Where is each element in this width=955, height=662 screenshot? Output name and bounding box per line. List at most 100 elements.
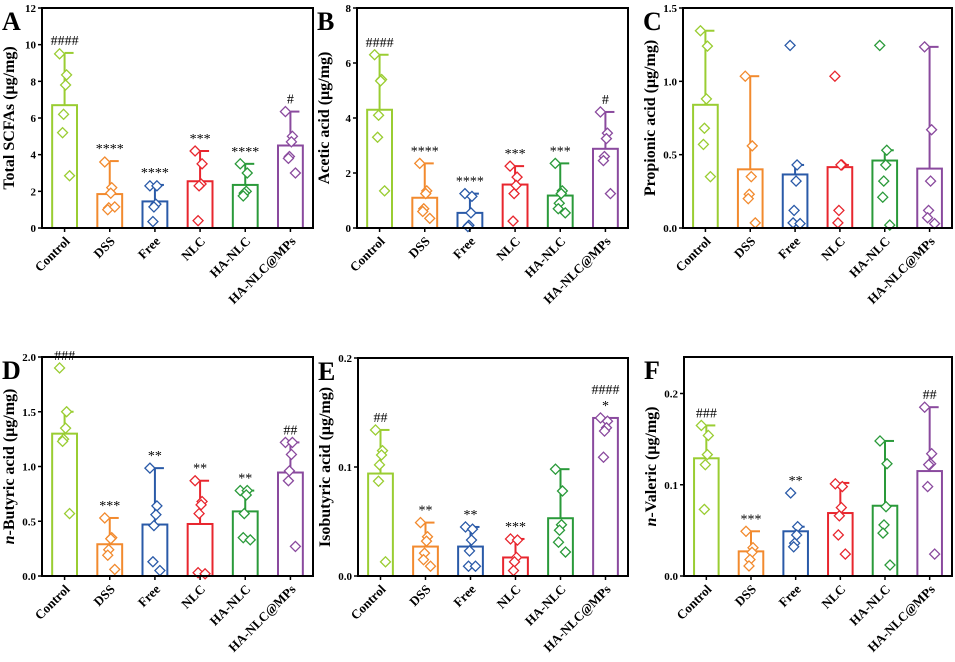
panel-e-point-1-0 (414, 516, 427, 529)
panel-e-point-5-3 (598, 425, 611, 437)
panel-d-bar-0 (51, 432, 79, 577)
panel-a-point-1-0 (98, 156, 111, 168)
panel-b-ytick-label-4: 8 (346, 3, 352, 15)
panel-b-point-3-3 (508, 187, 521, 200)
panel-a-point-4-0 (234, 157, 247, 170)
panel-d-point-5-4 (282, 474, 295, 487)
panel-f-ytick-label-0: 0.0 (664, 571, 678, 583)
panel-d-annotation-3: ** (193, 462, 207, 477)
panel-c-point-3-0 (828, 70, 841, 83)
panel-f-annotation-0: ### (696, 406, 717, 421)
panel-b-annotation-2: **** (456, 175, 484, 190)
panel-f-xlabel-0: Control (673, 581, 714, 622)
panel-d-point-0-1 (60, 405, 73, 418)
panel-a-ytick-label-1: 2 (31, 186, 37, 198)
panel-c-point-4-5 (883, 219, 896, 231)
panel-b-xlabel-1: DSS (405, 234, 432, 261)
panel-b-annotation-0: #### (366, 36, 394, 51)
panel-f-point-3-5 (839, 548, 852, 561)
panel-b-point-3-0 (504, 160, 517, 173)
panel-c-point-4-0 (873, 39, 886, 52)
panel-a-ytick-label-2: 4 (31, 150, 37, 162)
panel-e-point-0-0 (369, 424, 382, 436)
panel-e-point-5-4 (597, 451, 610, 464)
panel-a-point-4-4 (237, 189, 250, 202)
panel-f-axes-frame (683, 356, 953, 577)
panel-b-point-0-5 (378, 184, 391, 197)
panel-d-point-5-1 (286, 436, 299, 449)
panel-c-xlabel-3: NLC (818, 234, 848, 264)
panel-d-point-3-3 (193, 507, 206, 520)
panel-a-axes-frame (41, 7, 314, 229)
panel-b-ylabel: Acetic acid (μg/mg) (316, 52, 333, 185)
panel-d-point-4-2 (240, 489, 253, 501)
panel-c-point-4-3 (877, 175, 890, 187)
panel-a-point-5-0 (279, 105, 292, 118)
panel-b-point-4-5 (559, 206, 572, 219)
panel-b-point-0-0 (368, 48, 381, 61)
panel-c-point-2-1 (791, 159, 804, 171)
panel-d-xlabel-0: Control (32, 581, 73, 622)
panel-c-bar-3 (826, 166, 854, 229)
panel-e-ylabel: Isobutyric acid (μg/mg) (317, 387, 334, 547)
panel-f-point-3-3 (833, 509, 846, 522)
panel-d-bar-5 (276, 471, 304, 577)
panel-d-point-0-2 (59, 422, 72, 435)
panel-b-point-1-0 (413, 157, 426, 170)
panel-f-point-4-1 (881, 457, 893, 470)
panel-b-xlabel-4: HA-NLC (522, 234, 569, 281)
panel-d-point-5-2 (285, 448, 298, 461)
panel-c-bar-0 (692, 103, 719, 229)
panel-a-point-0-2 (59, 79, 72, 91)
panel-f-ytick-label-2: 0.2 (664, 389, 678, 401)
panel-a-ytick-label-0: 0 (31, 223, 37, 235)
panel-a-annotation-3: *** (190, 132, 211, 147)
panel-a-letter: A (2, 7, 21, 36)
panel-c-point-1-4 (742, 192, 755, 205)
panel-a-point-2-1 (150, 179, 163, 192)
panel-d-point-0-5 (63, 507, 76, 520)
panel-b-point-2-0 (458, 187, 471, 200)
panel-d-ylabel-rest: -Butyric acid (μg/mg) (1, 389, 18, 536)
panel-a-point-3-1 (196, 157, 209, 170)
panel-d-point-2-3 (147, 519, 160, 532)
panel-d-point-0-0 (53, 362, 66, 374)
panel-c-ytick-label-2: 1.0 (663, 76, 677, 88)
panel-d-point-1-4 (101, 549, 114, 562)
panel-c-point-2-3 (788, 204, 801, 217)
panel-a-xlabel-3: NLC (178, 234, 208, 264)
panel-f-xlabel-2: Free (775, 581, 803, 609)
panel-d-axes-frame (41, 356, 314, 577)
panel-d-point-2-5 (153, 564, 166, 577)
panel-a-point-0-4 (56, 126, 69, 139)
panel-c-xlabel-4: HA-NLC (846, 234, 893, 281)
panel-d-point-3-0 (189, 474, 202, 487)
panel-b-point-2-4 (461, 220, 474, 233)
panel-a-xlabel-4: HA-NLC (207, 234, 254, 281)
panel-f-point-3-2 (835, 501, 848, 514)
panel-d-point-2-2 (149, 508, 162, 521)
panel-e-annotation-5: #### (592, 383, 620, 398)
panel-f-point-2-0 (784, 487, 797, 499)
panel-c-ytick-label-3: 1.5 (663, 3, 677, 15)
panel-b-annotation-1: **** (411, 144, 439, 159)
panel-b-ytick-label-2: 4 (346, 113, 352, 125)
panel-e-xlabel-1: DSS (406, 582, 433, 609)
panel-d-ytick-label-4: 2.0 (22, 352, 36, 364)
panel-c-point-1-1 (746, 139, 759, 152)
panel-b-xlabel-3: NLC (493, 234, 523, 264)
panel-f-bar-3 (827, 512, 854, 577)
panel-b-ytick-label-1: 2 (346, 168, 352, 180)
panel-e-point-2-5 (469, 560, 482, 573)
panel-e-xlabel-4: HA-NLC (522, 582, 569, 629)
panel-b-point-5-0 (594, 106, 607, 118)
panel-d-point-1-0 (98, 512, 111, 524)
panel-e-point-2-2 (465, 534, 478, 546)
panel-a-point-2-3 (147, 200, 160, 213)
panel-a-ytick-label-3: 6 (31, 113, 37, 125)
panel-d-ytick-label-1: 0.5 (22, 516, 36, 528)
panel-c-point-5-1 (925, 123, 938, 136)
panel-f-point-0-0 (695, 419, 708, 432)
panel-d-point-5-5 (289, 540, 302, 553)
